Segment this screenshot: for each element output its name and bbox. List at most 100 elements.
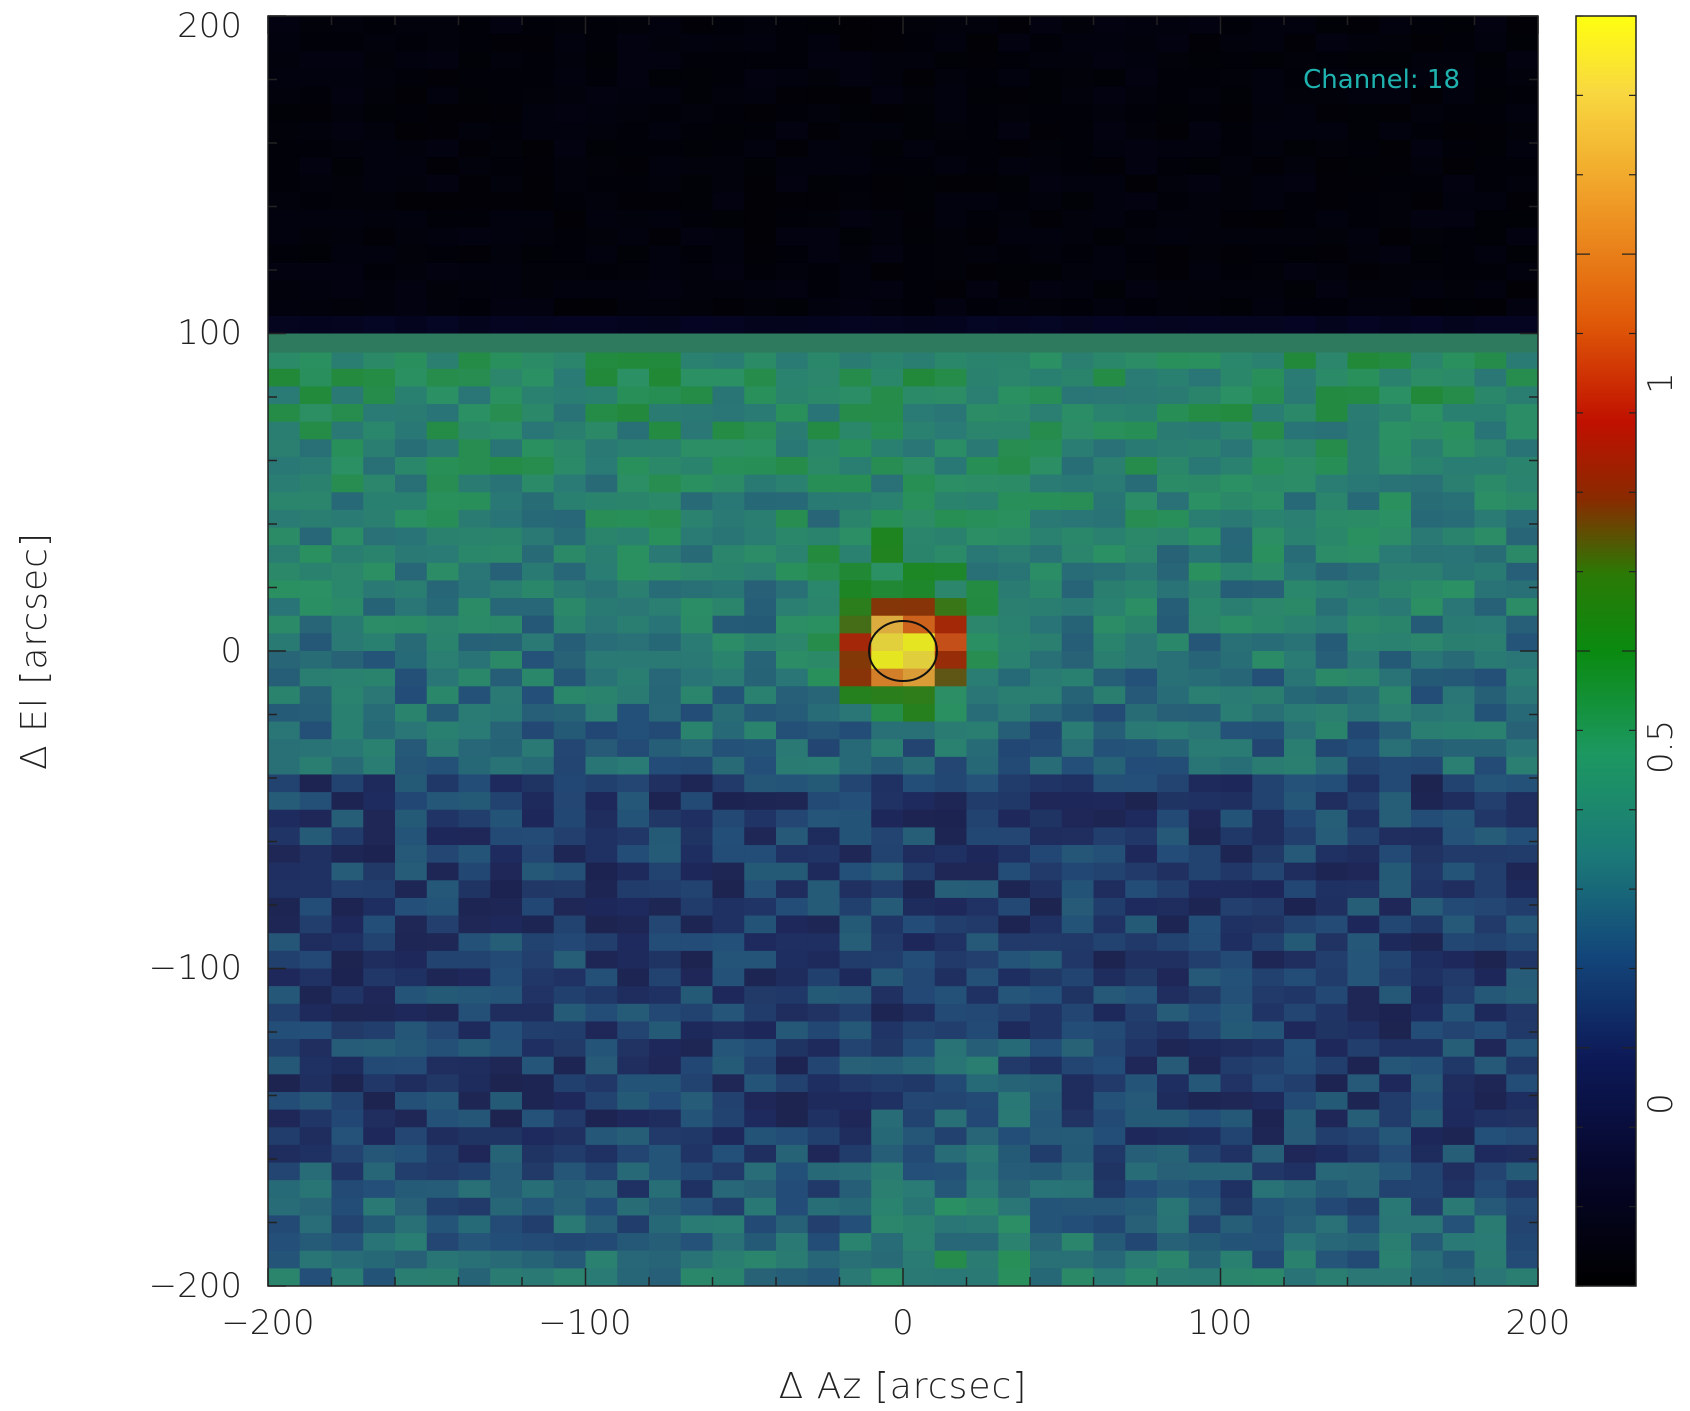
heatmap-cell — [1061, 545, 1095, 564]
heatmap-cell — [585, 545, 618, 564]
heatmap-cell — [1125, 527, 1158, 546]
heatmap-cell — [1030, 157, 1063, 176]
heatmap-cell — [522, 774, 555, 793]
heatmap-cell — [1315, 792, 1349, 811]
heatmap-cell — [363, 651, 396, 670]
heatmap-cell — [1442, 280, 1476, 299]
heatmap-cell — [934, 492, 968, 511]
heatmap-cell — [998, 104, 1031, 123]
heatmap-cell — [1442, 192, 1476, 211]
heatmap-cell — [585, 33, 618, 52]
heatmap-cell — [998, 262, 1031, 282]
heatmap-cell — [1411, 1233, 1444, 1252]
heatmap-cell — [776, 474, 809, 493]
heatmap-cell — [1252, 210, 1285, 229]
heatmap-cell — [1030, 686, 1063, 705]
heatmap-cell — [744, 862, 777, 881]
heatmap-cell — [363, 1056, 396, 1075]
heatmap-cell — [807, 280, 841, 299]
heatmap-cell — [1061, 739, 1095, 758]
heatmap-cell — [363, 703, 396, 723]
heatmap-cell — [522, 1144, 555, 1164]
heatmap-cell — [1188, 1197, 1222, 1217]
heatmap-cell — [934, 545, 968, 564]
heatmap-cell — [903, 386, 936, 405]
heatmap-cell — [1315, 580, 1349, 599]
heatmap-cell — [744, 1039, 777, 1058]
heatmap-cell — [1474, 1074, 1507, 1093]
heatmap-cell — [553, 1233, 587, 1252]
heatmap-cell — [331, 968, 364, 987]
heatmap-cell — [1093, 792, 1126, 811]
heatmap-cell — [426, 915, 460, 934]
heatmap-cell — [268, 1144, 301, 1164]
heatmap-cell — [363, 1091, 396, 1111]
heatmap-cell — [1347, 827, 1380, 846]
heatmap-cell — [934, 210, 968, 229]
heatmap-cell — [1220, 68, 1253, 88]
heatmap-cell — [998, 1144, 1031, 1164]
heatmap-cell — [998, 950, 1031, 970]
heatmap-cell — [871, 210, 904, 229]
heatmap-cell — [1125, 721, 1158, 740]
heatmap-cell — [522, 845, 555, 864]
heatmap-cell — [1315, 1197, 1349, 1217]
heatmap-cell — [807, 1127, 841, 1146]
heatmap-cell — [744, 1074, 777, 1093]
heatmap-cell — [744, 1056, 777, 1075]
heatmap-cell — [490, 1180, 523, 1199]
heatmap-cell — [1157, 315, 1190, 335]
heatmap-cell — [1252, 474, 1285, 493]
heatmap-cell — [998, 651, 1031, 670]
heatmap-cell — [1442, 968, 1476, 987]
heatmap-cell — [807, 439, 841, 458]
heatmap-cell — [1379, 1127, 1412, 1146]
heatmap-cell — [426, 315, 460, 335]
heatmap-cell — [1061, 774, 1095, 793]
heatmap-cell — [903, 280, 936, 299]
heatmap-cell — [585, 104, 618, 123]
heatmap-cell — [1347, 1215, 1380, 1234]
heatmap-cell — [1347, 157, 1380, 176]
heatmap-cell — [617, 492, 650, 511]
heatmap-cell — [1347, 1162, 1380, 1181]
heatmap-cell — [649, 1250, 682, 1269]
heatmap-cell — [585, 210, 618, 229]
heatmap-cell — [395, 1021, 428, 1040]
heatmap-cell — [839, 139, 872, 158]
heatmap-cell — [617, 1250, 650, 1269]
heatmap-cell — [426, 351, 460, 370]
heatmap-cell — [363, 1003, 396, 1023]
heatmap-cell — [680, 104, 714, 123]
heatmap-cell — [331, 139, 364, 158]
heatmap-cell — [934, 792, 968, 811]
heatmap-cell — [1442, 986, 1476, 1005]
heatmap-cell — [807, 210, 841, 229]
heatmap-cell — [1474, 298, 1507, 317]
heatmap-cell — [1442, 598, 1476, 617]
heatmap-cell — [1474, 598, 1507, 617]
heatmap-cell — [1220, 933, 1253, 952]
heatmap-cell — [299, 580, 333, 599]
heatmap-cell — [744, 51, 777, 70]
heatmap-cell — [1188, 104, 1222, 123]
heatmap-cell — [807, 421, 841, 440]
heatmap-cell — [776, 845, 809, 864]
heatmap-cell — [522, 527, 555, 546]
heatmap-cell — [1125, 157, 1158, 176]
heatmap-cell — [839, 245, 872, 264]
heatmap-cell — [1506, 615, 1538, 634]
heatmap-cell — [331, 1250, 364, 1269]
heatmap-cell — [363, 492, 396, 511]
heatmap-cell — [1315, 121, 1349, 141]
heatmap-cell — [934, 51, 968, 70]
heatmap-cell — [839, 527, 872, 546]
heatmap-cell — [490, 1039, 523, 1058]
heatmap-cell — [839, 580, 872, 599]
heatmap-cell — [395, 474, 428, 493]
heatmap-cell — [1506, 580, 1538, 599]
heatmap-cell — [426, 545, 460, 564]
heatmap-cell — [680, 86, 714, 105]
heatmap-cell — [807, 721, 841, 740]
heatmap-cell — [1061, 262, 1095, 282]
